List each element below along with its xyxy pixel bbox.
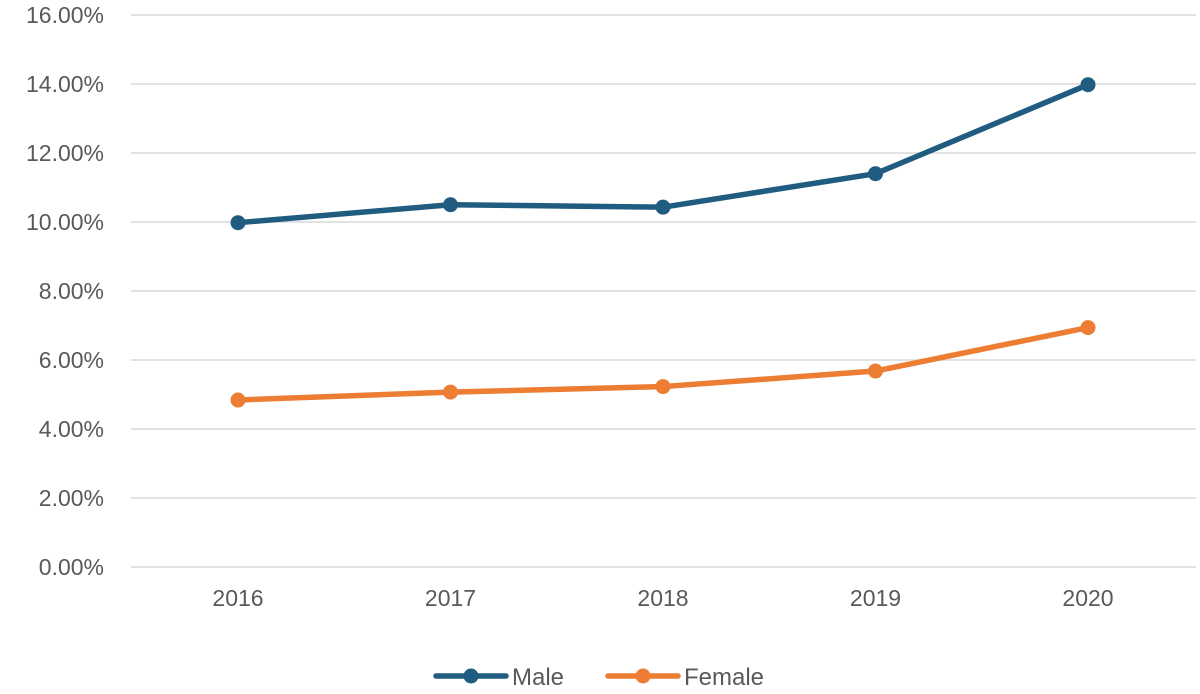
- legend: Male Female: [433, 664, 764, 691]
- data-point-male: [655, 199, 671, 215]
- x-tick-label: 2019: [850, 585, 901, 611]
- y-tick-label: 2.00%: [39, 485, 104, 511]
- data-point-female: [868, 363, 883, 379]
- x-tick-label: 2016: [212, 585, 263, 611]
- data-point-male: [1080, 77, 1096, 93]
- x-tick-label: 2018: [637, 585, 688, 611]
- data-point-female: [1080, 320, 1096, 336]
- y-tick-label: 6.00%: [39, 347, 104, 373]
- y-tick-label: 4.00%: [39, 416, 104, 442]
- data-point-female: [230, 392, 246, 408]
- gridlines: [131, 14, 1196, 568]
- legend-swatch-marker: [635, 668, 651, 684]
- data-point-male: [868, 166, 883, 182]
- y-tick-label: 0.00%: [39, 554, 104, 580]
- data-point-female: [443, 384, 458, 400]
- y-tick-label: 14.00%: [26, 71, 104, 97]
- x-tick-label: 2020: [1062, 585, 1113, 611]
- legend-label: Female: [684, 664, 764, 691]
- y-tick-label: 8.00%: [39, 278, 104, 304]
- x-axis-tick-labels: 2016 2017 2018 2019 2020: [212, 585, 1113, 611]
- y-tick-label: 10.00%: [26, 209, 104, 235]
- legend-swatch-marker: [463, 668, 479, 684]
- legend-label: Male: [512, 664, 564, 691]
- y-axis-tick-labels: 0.00% 2.00% 4.00% 6.00% 8.00% 10.00% 12.00% 14.…: [26, 2, 104, 580]
- data-point-male: [230, 215, 246, 231]
- y-tick-label: 12.00%: [26, 140, 104, 166]
- data-point-female: [655, 379, 671, 395]
- series-lines: [230, 77, 1096, 408]
- data-point-male: [443, 197, 458, 213]
- x-tick-label: 2017: [425, 585, 476, 611]
- legend-item-male: Male: [433, 664, 564, 691]
- y-tick-label: 16.00%: [26, 2, 104, 28]
- legend-item-female: Female: [605, 664, 764, 691]
